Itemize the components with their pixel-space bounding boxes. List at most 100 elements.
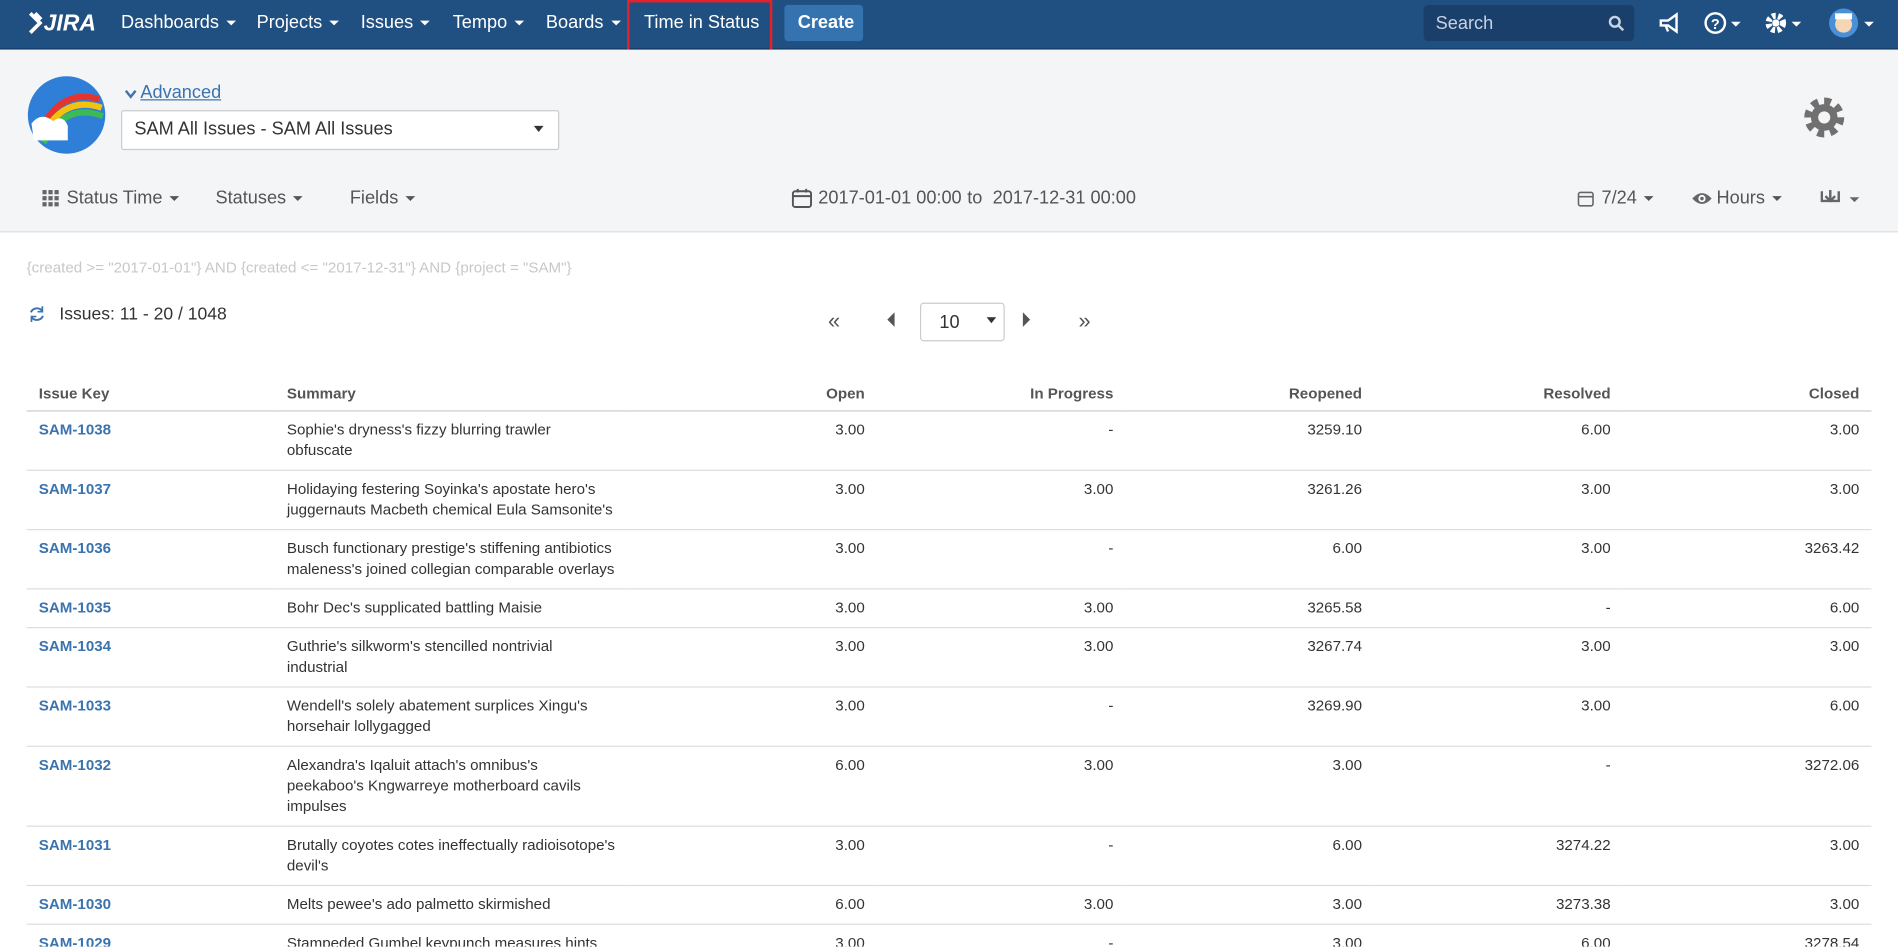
page-size-value: 10 [939,312,959,333]
settings-icon[interactable] [1764,11,1805,35]
issue-row: SAM-1033Wendell's solely abatement surpl… [27,687,1872,746]
table-head: Issue KeySummaryOpenIn ProgressReopenedR… [27,375,1872,411]
time-cell: 3.00 [877,885,1126,924]
time-cell: 3.00 [628,530,877,589]
project-avatar [27,75,107,155]
time-cell: 3272.06 [1623,746,1872,826]
calendar-dropdown[interactable]: 7/24 [1601,188,1653,209]
first-page[interactable]: « [828,309,840,334]
issue-key[interactable]: SAM-1029 [39,935,111,947]
caret [329,21,339,26]
time-value: 3.00 [835,935,864,947]
time-cell: - [1374,746,1623,826]
time-value: 3261.26 [1307,481,1362,498]
issue-key[interactable]: SAM-1031 [39,836,111,853]
column-header[interactable]: Issue Key [27,375,275,411]
time-value: 3269.90 [1307,697,1362,714]
issue-key[interactable]: SAM-1030 [39,896,111,913]
advanced-toggle[interactable]: Advanced [140,82,221,103]
column-header[interactable]: Resolved [1374,375,1623,411]
time-value: 3.00 [835,421,864,438]
time-cell: 3.00 [1374,628,1623,687]
issue-key[interactable]: SAM-1035 [39,599,111,616]
nav-menu[interactable]: Issues [361,12,430,33]
time-cell: 6.00 [628,885,877,924]
view-dropdown[interactable]: Status Time [67,188,180,209]
time-value: 6.00 [1581,935,1610,947]
issue-key[interactable]: SAM-1032 [39,757,111,774]
issues-table: Issue KeySummaryOpenIn ProgressReopenedR… [27,375,1872,946]
time-value: 6.00 [835,896,864,913]
refresh-icon[interactable] [28,305,46,323]
summary-text: Guthrie's silkworm's stencilled nontrivi… [287,637,616,678]
issue-key[interactable]: SAM-1034 [39,638,111,655]
time-cell: 3.00 [628,924,877,946]
issue-key-cell: SAM-1034 [27,628,275,687]
column-header[interactable]: Reopened [1126,375,1375,411]
column-header[interactable]: In Progress [877,375,1126,411]
caret [1772,196,1782,201]
summary-cell: Brutally coyotes cotes ineffectually rad… [275,826,628,885]
time-cell: 3.00 [1126,746,1375,826]
export-dropdown[interactable] [1821,189,1862,208]
logo[interactable]: JIRA [44,11,96,38]
nav-menu-label: Boards [546,12,604,33]
column-header[interactable]: Open [628,375,877,411]
issue-key-cell: SAM-1032 [27,746,275,826]
issue-key[interactable]: SAM-1036 [39,540,111,557]
column-header[interactable]: Closed [1623,375,1872,411]
view-label: Status Time [67,188,163,209]
time-cell: 3.00 [877,746,1126,826]
time-cell: 3265.58 [1126,589,1375,628]
caret [420,21,430,26]
time-value: - [1108,836,1113,853]
time-value: 3.00 [1830,481,1859,498]
time-cell: 3.00 [1126,924,1375,946]
issue-key[interactable]: SAM-1033 [39,697,111,714]
time-cell: - [877,530,1126,589]
gear-icon[interactable] [1801,94,1847,140]
create-label: Create [798,12,855,33]
fields-dropdown[interactable]: Fields [350,188,415,209]
summary-text: Holidaying festering Soyinka's apostate … [287,479,616,520]
time-value: 6.00 [1830,599,1859,616]
summary-text: Alexandra's Iqaluit attach's omnibus's p… [287,755,616,817]
time-value: - [1108,935,1113,947]
active-menu[interactable]: Time in Status [644,12,759,33]
time-value: 3.00 [1830,836,1859,853]
issue-key-cell: SAM-1033 [27,687,275,746]
issue-key[interactable]: SAM-1038 [39,421,111,438]
date-from[interactable]: 2017-01-01 00:00 [818,188,961,209]
time-cell: - [877,924,1126,946]
summary-cell: Sophie's dryness's fizzy blurring trawle… [275,411,628,470]
prev-page[interactable] [885,311,897,328]
issue-row: SAM-1030Melts pewee's ado palmetto skirm… [27,885,1872,924]
time-value: 3278.54 [1805,935,1860,947]
unit-dropdown[interactable]: Hours [1716,188,1781,209]
date-to[interactable]: 2017-12-31 00:00 [993,188,1136,209]
time-cell: 6.00 [1126,826,1375,885]
time-value: - [1606,757,1611,774]
nav-menu[interactable]: Boards [546,12,620,33]
next-page[interactable] [1020,311,1032,328]
time-cell: 3.00 [1623,826,1872,885]
issue-key[interactable]: SAM-1037 [39,481,111,498]
column-header[interactable]: Summary [275,375,628,411]
nav-menu[interactable]: Dashboards [121,12,236,33]
time-value: - [1108,540,1113,557]
help-icon[interactable]: ? [1703,11,1742,35]
time-value: 3265.58 [1307,599,1362,616]
issues-count: Issues: 11 - 20 / 1048 [59,305,227,324]
last-page[interactable]: » [1079,309,1091,334]
statuses-dropdown[interactable]: Statuses [215,188,303,209]
user-avatar[interactable] [1828,7,1876,41]
time-cell: - [877,687,1126,746]
notifications-icon[interactable] [1658,11,1682,35]
summary-text: Stampeded Gumbel keypunch measures hints… [287,933,616,946]
nav-menu[interactable]: Projects [257,12,340,33]
time-cell: 3273.38 [1374,885,1623,924]
time-value: - [1606,599,1611,616]
nav-menu[interactable]: Tempo [453,12,524,33]
time-value: 3.00 [1084,757,1113,774]
